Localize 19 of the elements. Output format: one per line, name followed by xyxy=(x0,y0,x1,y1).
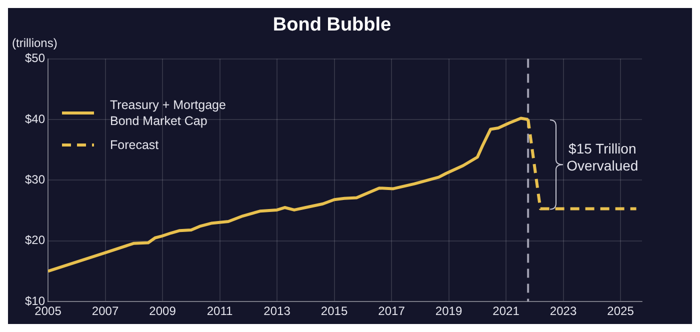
x-tick-label: 2025 xyxy=(607,304,634,318)
y-tick-label: $20 xyxy=(24,233,46,248)
x-tick-label: 2009 xyxy=(149,304,176,318)
y-tick-label: $50 xyxy=(24,51,46,66)
x-tick-label: 2023 xyxy=(550,304,577,318)
annotation: $15 Trillion Overvalued xyxy=(566,140,638,174)
legend-label: Treasury + Mortgage Bond Market Cap xyxy=(110,96,227,129)
x-tick-label: 2007 xyxy=(92,304,119,318)
legend-label: Forecast xyxy=(110,136,160,153)
x-tick-label: 2015 xyxy=(320,304,348,318)
x-tick-label: 2013 xyxy=(264,304,291,318)
x-tick-label: 2011 xyxy=(206,304,233,318)
y-tick-label: $40 xyxy=(24,112,46,126)
y-axis-title: (trillions) xyxy=(12,36,58,50)
x-tick-label: 2021 xyxy=(492,304,520,318)
y-tick-label: $30 xyxy=(24,172,46,187)
x-tick-label: 2019 xyxy=(435,304,462,318)
chart-title: Bond Bubble xyxy=(272,14,392,36)
x-tick-label: 2017 xyxy=(378,304,406,318)
